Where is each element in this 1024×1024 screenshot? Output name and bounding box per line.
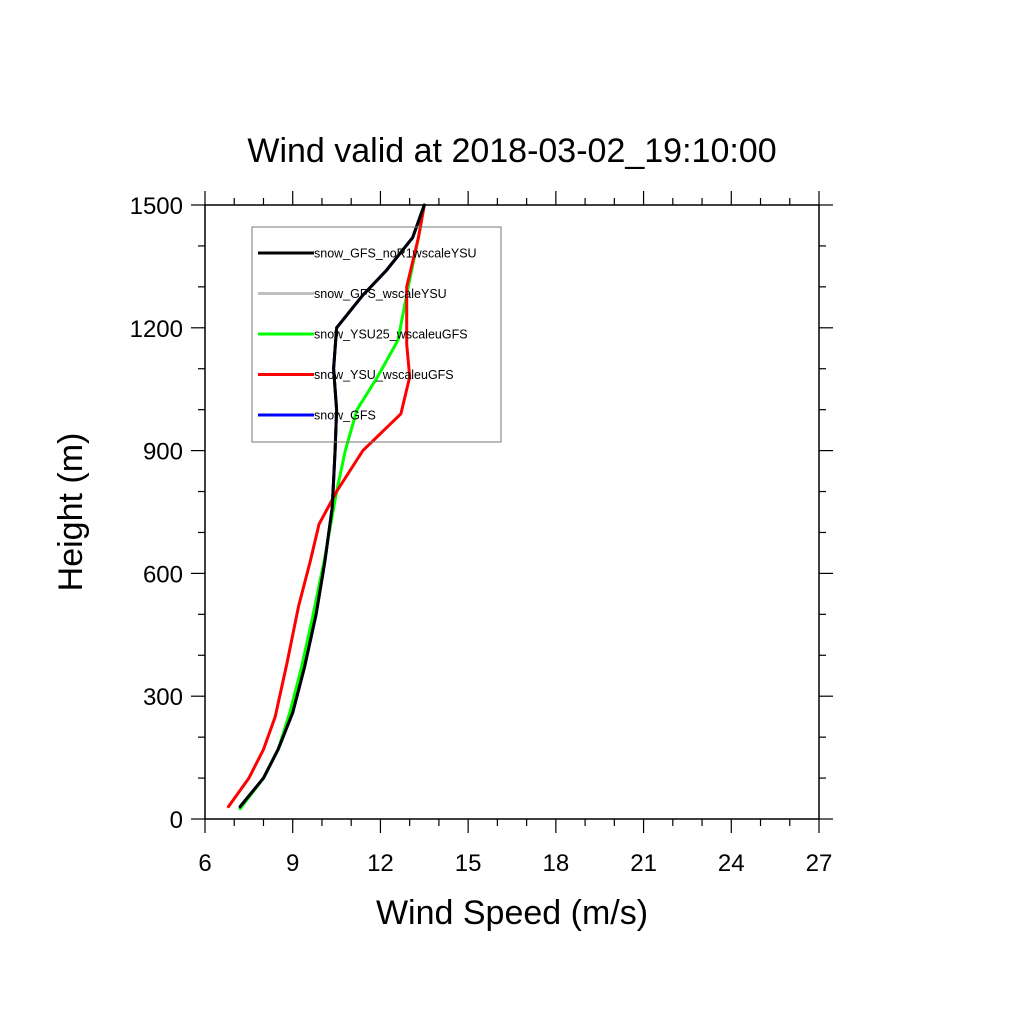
x-tick-label: 15 xyxy=(455,850,482,877)
series-line-snow-gfs-nor1wscaleysu xyxy=(238,203,426,809)
series-lines xyxy=(226,203,426,811)
legend-label: snow_GFS_wscaleYSU xyxy=(314,287,447,301)
legend-label: snow_YSU_wscaleuGFS xyxy=(314,368,454,382)
x-tick-label: 6 xyxy=(198,850,211,877)
y-tick-label: 300 xyxy=(143,684,183,711)
x-tick-label: 12 xyxy=(367,850,394,877)
y-tick-label: 900 xyxy=(143,439,183,466)
x-tick-label: 21 xyxy=(630,850,657,877)
y-axis-label: Height (m) xyxy=(52,433,90,592)
x-tick-label: 9 xyxy=(286,850,299,877)
legend-box xyxy=(251,226,502,443)
plot-frame xyxy=(204,204,820,820)
x-tick-label: 27 xyxy=(806,850,833,877)
series-line-snow-ysu-wscaleugfs xyxy=(226,203,426,809)
x-tick-label: 24 xyxy=(718,850,745,877)
y-tick-label: 1500 xyxy=(130,193,183,220)
legend-label: snow_GFS_noR1wscaleYSU xyxy=(314,247,477,261)
y-tick-label: 0 xyxy=(170,807,183,834)
chart-title: Wind valid at 2018-03-02_19:10:00 xyxy=(247,132,776,170)
axis-ticks: 6 9 12 15 18 21 24 27 0 300 600 900 1200 1500 xyxy=(130,191,833,877)
y-tick-label: 600 xyxy=(143,561,183,588)
legend-label: snow_GFS xyxy=(314,409,376,423)
x-tick-label: 18 xyxy=(543,850,570,877)
y-tick-label: 1200 xyxy=(130,316,183,343)
x-axis-label: Wind Speed (m/s) xyxy=(376,894,648,932)
legend-label: snow_YSU25_wscaleuGFS xyxy=(314,328,468,342)
legend: snow_GFS_noR1wscaleYSU snow_GFS_wscaleYSU… xyxy=(258,247,477,423)
